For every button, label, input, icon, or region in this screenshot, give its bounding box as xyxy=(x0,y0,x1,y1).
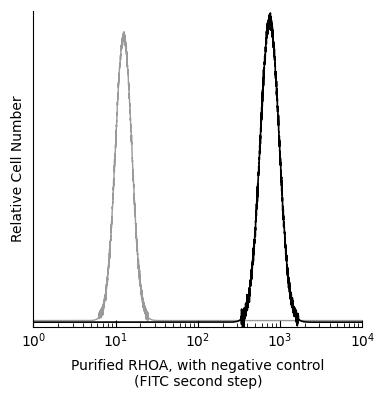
X-axis label: Purified RHOA, with negative control
(FITC second step): Purified RHOA, with negative control (FI… xyxy=(71,359,325,389)
Y-axis label: Relative Cell Number: Relative Cell Number xyxy=(11,96,25,242)
